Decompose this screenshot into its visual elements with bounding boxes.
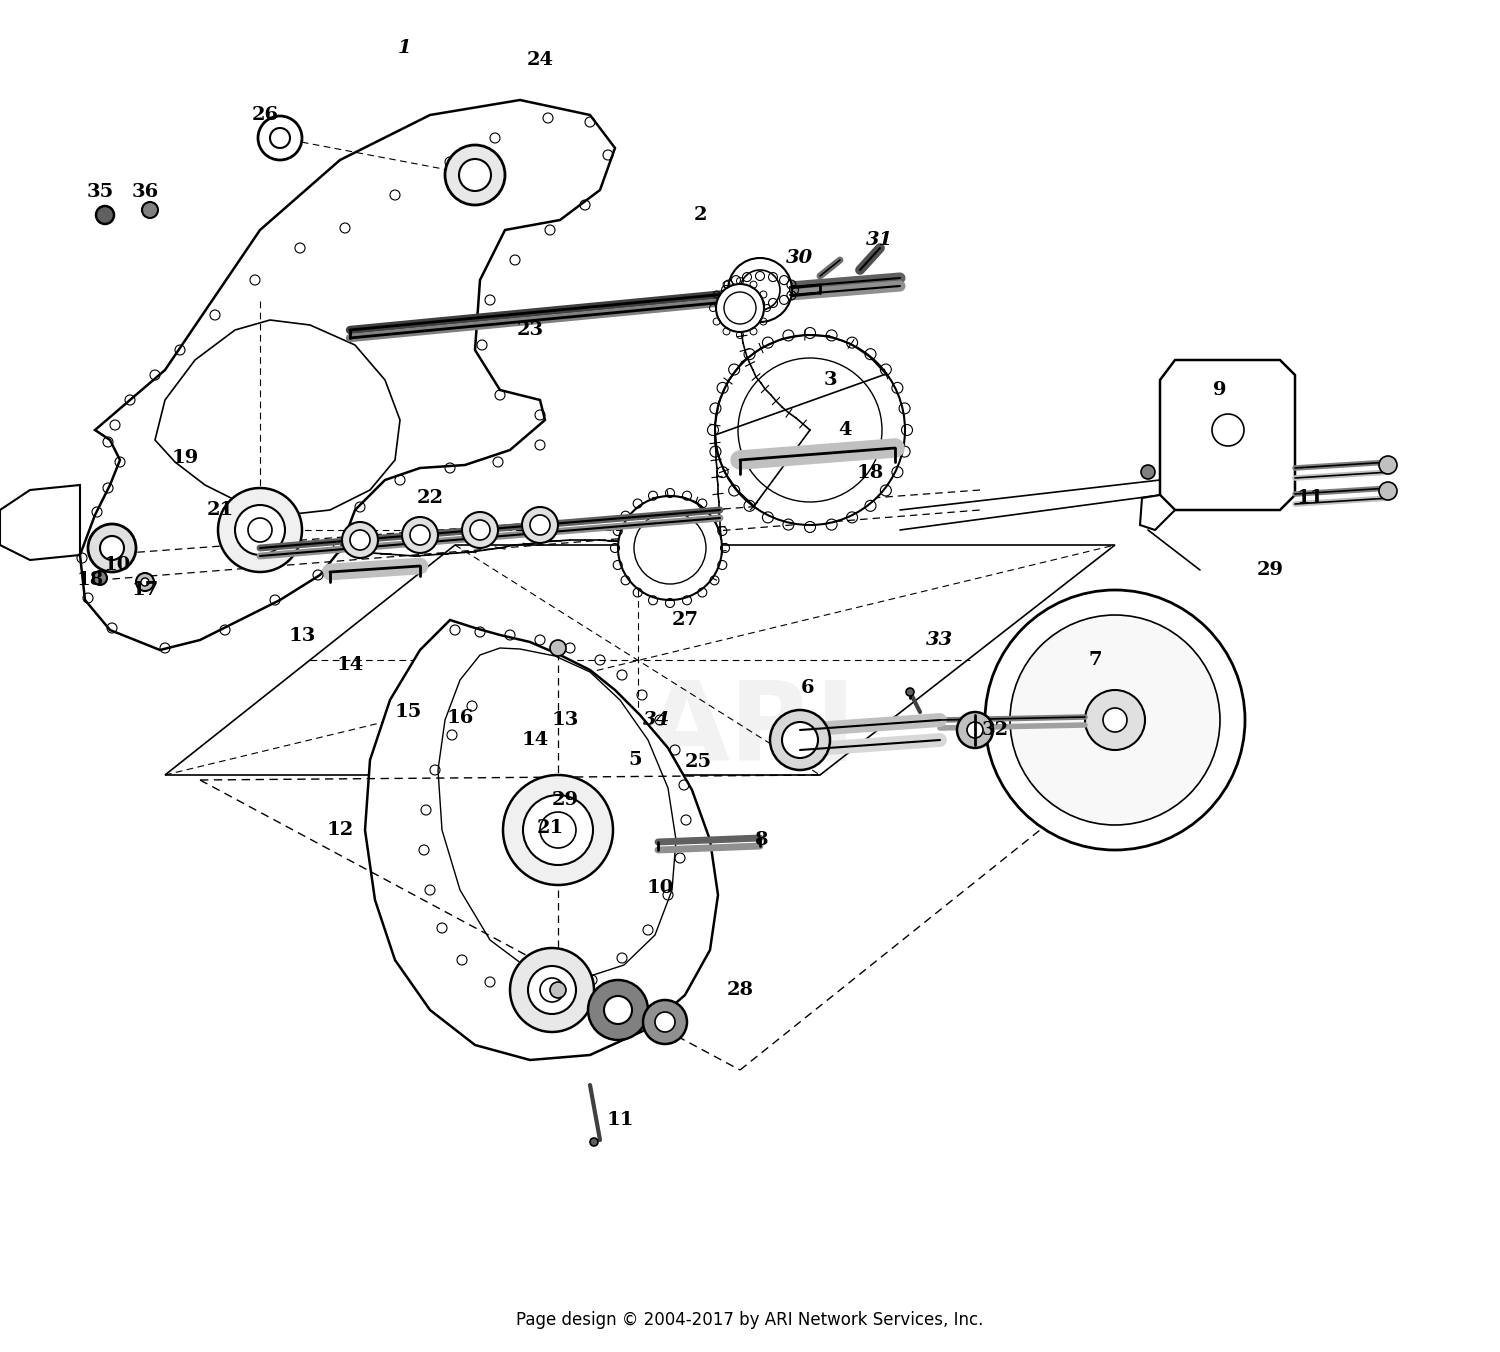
- Circle shape: [1142, 465, 1155, 479]
- Polygon shape: [80, 100, 615, 650]
- Circle shape: [342, 522, 378, 558]
- Circle shape: [217, 488, 302, 572]
- Text: 18: 18: [76, 571, 104, 589]
- Circle shape: [88, 525, 136, 572]
- Circle shape: [728, 258, 792, 322]
- Circle shape: [644, 1000, 687, 1044]
- Circle shape: [1010, 615, 1220, 825]
- Circle shape: [1084, 690, 1144, 750]
- Text: 16: 16: [447, 708, 474, 727]
- Circle shape: [462, 512, 498, 548]
- Text: 27: 27: [672, 611, 699, 629]
- Polygon shape: [1140, 495, 1174, 530]
- Text: 21: 21: [537, 819, 564, 837]
- Circle shape: [503, 775, 614, 886]
- Circle shape: [986, 589, 1245, 850]
- Text: 10: 10: [646, 879, 674, 896]
- Text: 31: 31: [867, 231, 894, 249]
- Circle shape: [618, 496, 722, 600]
- Text: 25: 25: [684, 753, 711, 771]
- Circle shape: [236, 506, 285, 556]
- Circle shape: [141, 579, 148, 585]
- Text: 32: 32: [981, 721, 1008, 740]
- Circle shape: [1378, 483, 1396, 500]
- Circle shape: [782, 722, 818, 758]
- Text: 23: 23: [516, 320, 543, 339]
- Text: 35: 35: [87, 183, 114, 201]
- Circle shape: [634, 512, 706, 584]
- Circle shape: [96, 206, 114, 224]
- Circle shape: [738, 358, 882, 502]
- Text: 10: 10: [104, 556, 130, 575]
- Text: 11: 11: [1296, 489, 1323, 507]
- Text: 36: 36: [132, 183, 159, 201]
- Text: 14: 14: [336, 656, 363, 675]
- Circle shape: [1102, 708, 1126, 731]
- Circle shape: [968, 722, 982, 738]
- Text: 30: 30: [786, 249, 813, 266]
- Circle shape: [136, 573, 154, 591]
- Text: 19: 19: [171, 449, 198, 466]
- Circle shape: [510, 948, 594, 1032]
- Circle shape: [716, 335, 904, 525]
- Text: 34: 34: [644, 711, 670, 729]
- Circle shape: [906, 688, 914, 696]
- Text: 14: 14: [522, 731, 549, 749]
- Circle shape: [524, 795, 592, 865]
- Circle shape: [588, 980, 648, 1040]
- Circle shape: [258, 116, 302, 160]
- Circle shape: [770, 710, 830, 771]
- Circle shape: [1378, 456, 1396, 475]
- Text: 5: 5: [628, 750, 642, 769]
- Circle shape: [550, 982, 566, 998]
- Circle shape: [402, 516, 438, 553]
- Circle shape: [350, 530, 370, 550]
- Text: 22: 22: [417, 489, 444, 507]
- Text: 17: 17: [132, 581, 159, 599]
- Circle shape: [528, 965, 576, 1014]
- Text: Page design © 2004-2017 by ARI Network Services, Inc.: Page design © 2004-2017 by ARI Network S…: [516, 1311, 984, 1329]
- Text: 24: 24: [526, 51, 554, 69]
- Text: 2: 2: [693, 206, 706, 224]
- Text: 29: 29: [1257, 561, 1284, 579]
- Circle shape: [470, 521, 490, 539]
- Polygon shape: [0, 485, 80, 560]
- Text: 18: 18: [856, 464, 883, 483]
- Text: 28: 28: [726, 982, 753, 999]
- Circle shape: [459, 160, 490, 191]
- Text: 13: 13: [288, 627, 315, 645]
- Text: 11: 11: [606, 1111, 633, 1129]
- Polygon shape: [364, 621, 718, 1060]
- Circle shape: [410, 525, 430, 545]
- Text: 12: 12: [327, 821, 354, 840]
- Circle shape: [716, 284, 764, 333]
- Circle shape: [656, 1013, 675, 1032]
- Circle shape: [522, 507, 558, 544]
- Text: 13: 13: [552, 711, 579, 729]
- Text: ARI: ARI: [644, 676, 856, 784]
- Text: 1: 1: [398, 39, 412, 57]
- Circle shape: [142, 201, 158, 218]
- Circle shape: [530, 515, 550, 535]
- Text: 3: 3: [824, 370, 837, 389]
- Circle shape: [957, 713, 993, 748]
- Circle shape: [100, 535, 124, 560]
- Text: 21: 21: [207, 502, 234, 519]
- Text: 6: 6: [801, 679, 814, 698]
- Polygon shape: [1160, 360, 1294, 510]
- Circle shape: [604, 996, 631, 1023]
- Circle shape: [550, 639, 566, 656]
- Text: 29: 29: [552, 791, 579, 808]
- Text: 15: 15: [394, 703, 422, 721]
- Text: 9: 9: [1214, 381, 1227, 399]
- Circle shape: [93, 571, 106, 585]
- Circle shape: [446, 145, 506, 206]
- Text: 7: 7: [1088, 652, 1101, 669]
- Text: 4: 4: [839, 420, 852, 439]
- Text: 33: 33: [927, 631, 954, 649]
- Text: 8: 8: [754, 831, 768, 849]
- Text: 26: 26: [252, 105, 279, 124]
- Circle shape: [590, 1138, 598, 1146]
